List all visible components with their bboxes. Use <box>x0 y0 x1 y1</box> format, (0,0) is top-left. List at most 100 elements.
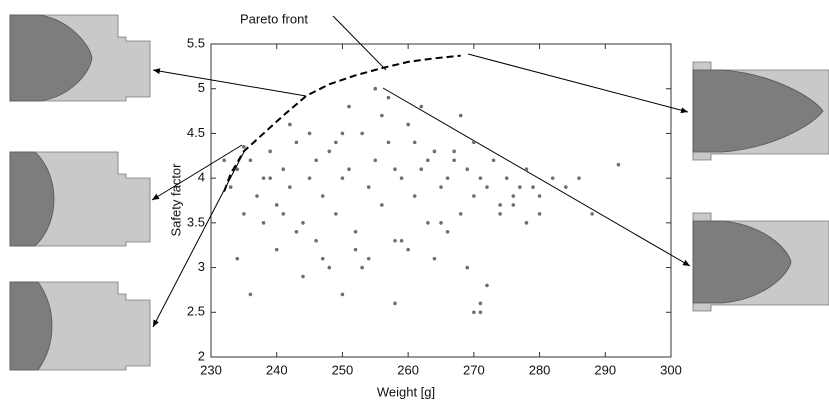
arrow <box>151 144 243 201</box>
point <box>465 167 470 171</box>
point <box>301 221 305 225</box>
arrow <box>152 68 307 97</box>
point <box>393 301 397 306</box>
x-tick-label: 270 <box>463 362 485 377</box>
point <box>452 158 456 163</box>
point <box>334 140 338 145</box>
point <box>439 221 443 225</box>
point <box>314 238 318 243</box>
point <box>366 185 371 189</box>
point <box>268 176 272 180</box>
arrow <box>467 53 689 114</box>
point <box>537 212 542 216</box>
point <box>498 212 502 216</box>
y-tick-label: 3.5 <box>187 214 205 229</box>
point <box>327 265 332 270</box>
point <box>564 185 568 189</box>
x-tick-label: 260 <box>397 362 419 377</box>
point <box>222 158 226 163</box>
point <box>268 149 272 154</box>
point <box>242 145 246 149</box>
point <box>432 256 437 261</box>
shape-left-top <box>9 14 151 102</box>
pareto-front <box>223 54 461 192</box>
point <box>334 212 338 216</box>
point <box>478 310 483 315</box>
x-tick-label: 290 <box>594 362 616 377</box>
point <box>314 158 318 163</box>
x-tick-label: 300 <box>660 362 682 377</box>
point <box>386 140 391 145</box>
point <box>616 162 621 167</box>
point <box>327 149 332 154</box>
point <box>412 140 417 145</box>
y-tick-label: 4 <box>198 170 205 185</box>
x-tick-label: 230 <box>200 362 222 377</box>
point <box>485 283 489 288</box>
point <box>393 238 397 243</box>
point <box>360 131 364 136</box>
point <box>518 185 522 189</box>
point <box>274 247 279 252</box>
point <box>373 158 378 163</box>
point <box>255 194 259 198</box>
point <box>590 212 594 216</box>
arrow <box>382 87 691 267</box>
point <box>307 131 312 136</box>
y-axis-label: Safety factor <box>168 163 183 237</box>
point <box>320 256 325 261</box>
point <box>353 247 358 252</box>
point <box>320 194 325 198</box>
point <box>524 221 529 225</box>
point <box>386 95 391 100</box>
point <box>380 113 384 118</box>
point <box>347 167 351 171</box>
y-tick-label: 2 <box>198 348 205 363</box>
shape-left-middle <box>9 151 151 247</box>
point <box>288 122 292 127</box>
point <box>537 194 542 198</box>
annotation: Pareto front <box>240 11 308 26</box>
point <box>419 104 424 109</box>
point <box>452 149 456 154</box>
y-tick-label: 5.5 <box>187 35 205 50</box>
y-tick-label: 3 <box>198 259 205 274</box>
point <box>248 292 253 297</box>
point <box>366 256 371 261</box>
point <box>472 194 476 198</box>
y-tick-label: 5 <box>198 80 205 95</box>
point <box>412 194 417 198</box>
point <box>261 221 266 225</box>
point <box>406 247 410 252</box>
point <box>274 203 279 207</box>
point <box>399 176 404 180</box>
point <box>228 185 233 189</box>
point <box>432 149 437 154</box>
point <box>288 185 292 189</box>
point <box>242 212 246 216</box>
point <box>353 230 358 234</box>
point <box>478 301 483 306</box>
point <box>373 86 378 91</box>
x-axis-label: Weight [g] <box>377 384 435 399</box>
point <box>504 176 509 180</box>
point <box>478 176 483 180</box>
point <box>340 176 345 180</box>
point <box>399 238 404 243</box>
point <box>458 113 463 118</box>
point <box>426 158 430 163</box>
point <box>498 203 502 207</box>
point <box>281 212 286 216</box>
point <box>294 140 299 145</box>
point <box>531 185 535 189</box>
point <box>340 292 345 297</box>
point <box>261 176 266 180</box>
point <box>235 167 240 171</box>
point <box>307 176 312 180</box>
shape-right-top <box>692 61 829 161</box>
point <box>550 176 555 180</box>
x-tick-label: 250 <box>332 362 354 377</box>
point <box>445 176 450 180</box>
shape-right-bottom <box>692 212 829 312</box>
point <box>472 310 476 315</box>
